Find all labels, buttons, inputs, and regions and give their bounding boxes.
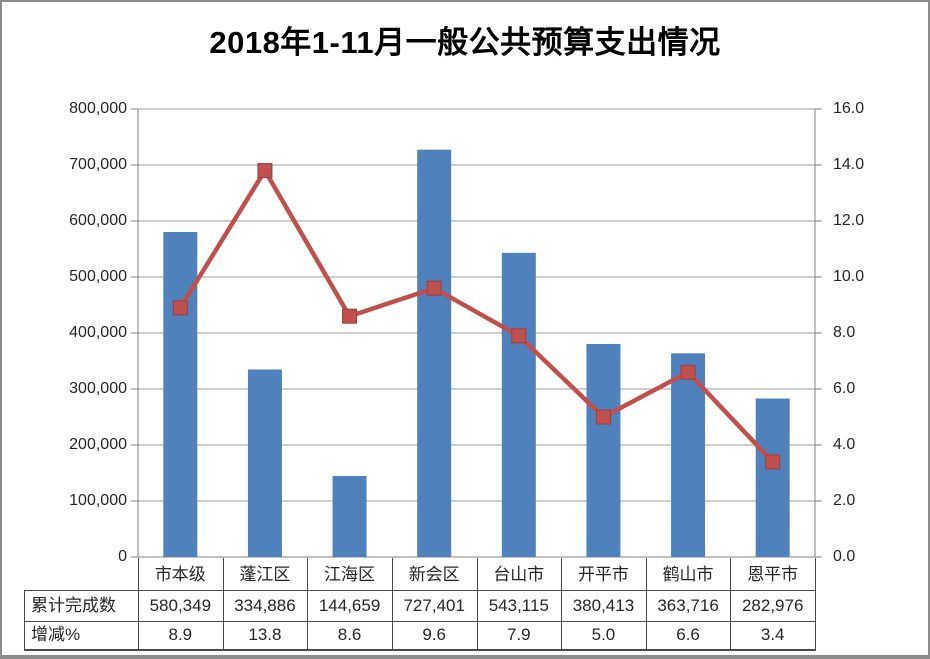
y-axis-label-right: 4.0 <box>833 436 856 453</box>
y-axis-label-left: 0 <box>118 548 127 565</box>
y-axis-label-left: 300,000 <box>69 380 127 397</box>
category-label: 新会区 <box>408 565 460 584</box>
bar <box>501 252 536 558</box>
table-cell-percent: 3.4 <box>760 625 785 644</box>
line-marker <box>257 163 273 179</box>
category-label: 鹤山市 <box>662 565 714 584</box>
line-marker <box>680 364 696 380</box>
y-axis-label-right: 2.0 <box>833 492 856 509</box>
y-axis-label-right: 8.0 <box>833 324 856 341</box>
y-axis-label-left: 700,000 <box>69 156 127 173</box>
y-axis-label-right: 10.0 <box>833 268 865 285</box>
table-cell-total: 334,886 <box>234 596 296 615</box>
y-axis-label-right: 14.0 <box>833 156 865 173</box>
y-axis-label-left: 400,000 <box>69 324 127 341</box>
table-row-header: 增减% <box>31 625 81 644</box>
y-axis-label-left: 200,000 <box>69 436 127 453</box>
category-label: 台山市 <box>493 565 545 584</box>
bar <box>586 343 621 557</box>
table-cell-total: 363,716 <box>657 596 719 615</box>
bar <box>755 398 790 557</box>
bar <box>247 369 282 557</box>
category-label: 蓬江区 <box>239 565 291 584</box>
table-cell-percent: 13.8 <box>248 625 282 644</box>
y-axis-label-left: 600,000 <box>69 212 127 229</box>
table-cell-percent: 9.6 <box>422 625 446 644</box>
line-marker <box>765 454 781 470</box>
trend-line <box>178 168 775 464</box>
table-row-header: 累计完成数 <box>31 596 116 615</box>
category-label: 江海区 <box>324 565 376 584</box>
table-cell-percent: 8.9 <box>168 625 193 644</box>
table-cell-total: 380,413 <box>572 596 635 615</box>
y-axis-label-right: 6.0 <box>833 380 856 397</box>
y-axis-label-left: 800,000 <box>69 100 127 117</box>
line-marker <box>511 328 527 344</box>
line-marker <box>595 409 611 425</box>
table-cell-total: 282,976 <box>741 596 804 615</box>
y-axis-label-left: 500,000 <box>69 268 127 285</box>
table-cell-total: 543,115 <box>488 596 549 615</box>
y-axis-label-right: 16.0 <box>833 100 865 117</box>
table-cell-total: 580,349 <box>149 596 212 615</box>
table-cell-total: 727,401 <box>403 596 465 615</box>
y-axis-label-right: 12.0 <box>833 212 865 229</box>
category-label: 恩平市 <box>747 565 799 584</box>
bar <box>332 475 367 557</box>
table-cell-percent: 5.0 <box>591 625 616 644</box>
table-cell-percent: 7.9 <box>506 625 531 644</box>
category-label: 开平市 <box>577 565 629 584</box>
category-label: 市本级 <box>154 565 206 584</box>
bar <box>417 149 452 557</box>
y-axis-label-right: 0.0 <box>833 548 856 565</box>
line-marker <box>426 280 442 296</box>
line-marker <box>342 308 358 324</box>
table-cell-total: 144,659 <box>318 596 381 615</box>
bar <box>163 232 198 557</box>
chart-title: 2018年1-11月一般公共预算支出情况 <box>209 25 721 60</box>
table-cell-percent: 8.6 <box>337 625 362 644</box>
table-cell-percent: 6.6 <box>676 625 700 644</box>
line-marker <box>172 300 188 316</box>
y-axis-label-left: 100,000 <box>69 492 127 509</box>
